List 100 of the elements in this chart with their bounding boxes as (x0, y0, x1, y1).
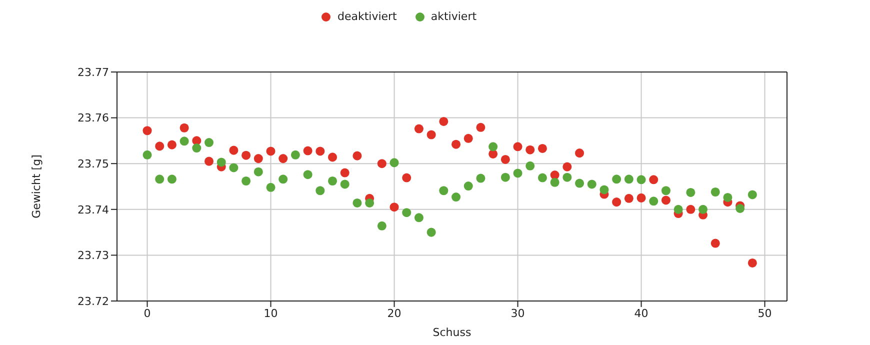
point (340, 168, 350, 178)
point (513, 168, 522, 178)
point (426, 228, 436, 237)
point (204, 156, 214, 166)
point (723, 192, 732, 202)
point (204, 138, 214, 148)
point (192, 144, 202, 153)
x-tick-label: 50 (758, 306, 772, 320)
point (254, 167, 263, 176)
point (167, 174, 176, 184)
point (476, 174, 486, 183)
point (500, 154, 510, 164)
x-tick-label: 40 (634, 306, 648, 320)
point (649, 175, 658, 184)
point (254, 154, 263, 164)
point (142, 126, 152, 136)
point (736, 204, 745, 213)
point (316, 146, 325, 156)
point (649, 196, 658, 206)
point (538, 173, 547, 182)
point (266, 146, 276, 156)
point (550, 178, 560, 187)
y-axis-title: Gewicht [g] (30, 154, 43, 218)
point (686, 204, 696, 214)
point (377, 221, 386, 230)
point (748, 258, 757, 268)
point (661, 196, 670, 205)
point (562, 162, 572, 172)
point (526, 161, 535, 170)
x-axis-title: Schuss (432, 326, 472, 339)
x-tick-label: 30 (510, 306, 525, 320)
point (710, 238, 720, 248)
point (526, 145, 535, 154)
y-tick-label: 23.77 (78, 66, 109, 79)
point (167, 140, 176, 150)
point (155, 142, 164, 151)
point (624, 174, 634, 184)
point (488, 149, 498, 158)
point (452, 192, 461, 202)
y-tick-label: 23.72 (78, 294, 109, 308)
point (180, 136, 189, 146)
y-tick-label: 23.75 (78, 158, 109, 171)
point (365, 198, 374, 208)
point (266, 182, 276, 192)
point (488, 142, 498, 152)
point (636, 193, 646, 202)
point (390, 158, 399, 168)
point (464, 182, 473, 191)
y-tick-label: 23.74 (78, 203, 109, 216)
point (426, 130, 436, 140)
point (476, 122, 486, 132)
point (229, 146, 238, 155)
point (278, 174, 288, 184)
point (439, 116, 448, 126)
point (316, 186, 325, 196)
point (352, 198, 362, 208)
point (661, 186, 670, 196)
point (600, 185, 609, 194)
point (575, 148, 584, 158)
point (328, 152, 338, 162)
point (500, 172, 510, 182)
point (377, 159, 386, 168)
point (698, 204, 708, 214)
x-tick-label: 10 (264, 306, 278, 320)
point (636, 175, 646, 184)
point (303, 170, 312, 180)
point (452, 140, 461, 149)
point (155, 174, 164, 184)
point (612, 174, 622, 184)
point (402, 173, 412, 182)
point (686, 188, 696, 197)
point (414, 124, 424, 134)
point (439, 186, 448, 196)
point (352, 151, 362, 160)
point (562, 172, 572, 182)
point (180, 123, 189, 132)
point (538, 144, 547, 153)
point (229, 163, 238, 172)
point (674, 204, 683, 214)
x-tick-label: 20 (387, 306, 402, 320)
point (624, 194, 634, 203)
y-tick-label: 23.73 (78, 249, 109, 262)
point (278, 154, 288, 164)
point (216, 158, 226, 167)
point (402, 208, 412, 218)
point (328, 176, 338, 186)
point (242, 150, 251, 160)
point (340, 180, 350, 189)
point (748, 190, 757, 200)
point (612, 198, 622, 207)
x-tick-label: 0 (144, 306, 151, 320)
point (290, 150, 300, 160)
point (587, 180, 596, 189)
point (710, 187, 720, 196)
point (414, 213, 424, 222)
legend-label: aktiviert (430, 10, 477, 23)
point (142, 150, 152, 160)
point (513, 142, 522, 152)
point (303, 146, 312, 156)
point (390, 202, 399, 212)
